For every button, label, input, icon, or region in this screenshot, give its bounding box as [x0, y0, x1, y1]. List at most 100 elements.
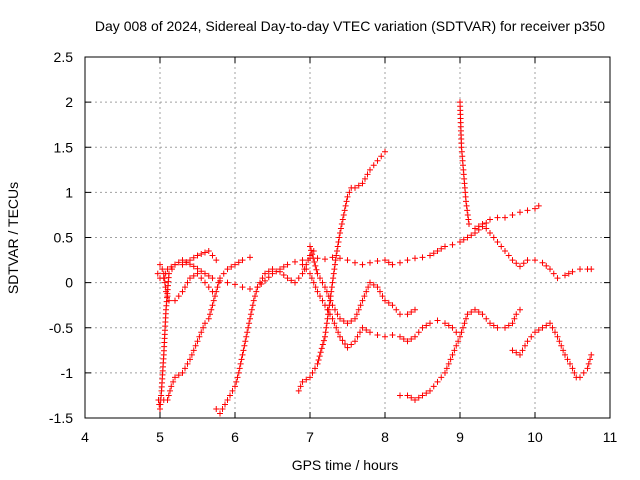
data-point [236, 365, 243, 372]
data-point [224, 396, 231, 403]
data-point [430, 383, 437, 390]
data-point [344, 257, 351, 264]
data-point [336, 234, 343, 241]
data-point [427, 387, 433, 394]
data-point [502, 324, 508, 331]
data-point [404, 311, 411, 318]
data-point [509, 211, 516, 218]
data-point [248, 306, 255, 313]
data-point [190, 272, 197, 279]
data-point [319, 341, 326, 348]
data-point [427, 252, 433, 259]
data-point [310, 255, 317, 262]
data-point [382, 297, 388, 304]
data-point [511, 315, 518, 322]
data-point [166, 270, 172, 277]
data-point [333, 252, 340, 259]
data-point [258, 280, 265, 287]
data-point [334, 311, 341, 318]
data-point [314, 360, 321, 367]
data-point [445, 322, 452, 329]
series-arc-2 [155, 248, 220, 412]
data-point [168, 383, 175, 390]
data-point [254, 284, 261, 291]
data-point [312, 284, 319, 291]
data-point [249, 302, 256, 309]
data-point [284, 275, 291, 282]
data-point [389, 302, 396, 309]
data-point [344, 320, 351, 327]
data-point [209, 302, 216, 309]
data-point [468, 232, 475, 239]
data-point [324, 306, 331, 313]
x-tick-label: 8 [381, 429, 389, 445]
data-point [307, 270, 313, 277]
data-point [445, 360, 452, 367]
data-point [569, 365, 576, 372]
data-point [205, 272, 212, 279]
data-point [342, 340, 348, 347]
data-point [322, 284, 328, 291]
data-point [564, 356, 571, 363]
data-point [329, 279, 336, 286]
data-point [505, 322, 512, 329]
data-point [560, 347, 567, 354]
data-point [419, 254, 426, 261]
data-point [434, 317, 441, 324]
series-arc-6 [295, 148, 388, 394]
data-point [209, 275, 216, 282]
data-point [228, 263, 235, 270]
data-point [331, 266, 338, 273]
data-point [423, 322, 430, 329]
series-arc-7 [299, 261, 460, 351]
x-tick-label: 10 [527, 429, 543, 445]
data-point [367, 279, 373, 286]
data-point [322, 256, 328, 263]
data-point [235, 369, 242, 376]
data-point [179, 288, 186, 295]
data-point [342, 202, 349, 209]
data-point [202, 270, 208, 277]
data-point [359, 180, 366, 187]
y-axis-label: SDTVAR / TECUs [5, 182, 21, 294]
data-point [430, 250, 437, 257]
data-point [315, 356, 322, 363]
data-point [322, 329, 329, 336]
data-point [505, 252, 512, 259]
data-point [194, 252, 201, 259]
data-point [442, 320, 448, 327]
data-point [547, 266, 553, 273]
data-point [239, 284, 246, 291]
data-point [205, 284, 212, 291]
data-point [577, 266, 583, 273]
data-point [517, 306, 523, 313]
series-arc-3 [157, 261, 216, 304]
data-point [241, 342, 248, 349]
data-point [509, 257, 516, 264]
data-point [397, 392, 403, 399]
data-point [378, 153, 385, 160]
data-point [212, 293, 218, 300]
data-point [334, 243, 341, 250]
x-axis-label: GPS time / hours [292, 457, 399, 473]
data-point [210, 297, 217, 304]
data-point [312, 365, 318, 372]
data-point [182, 365, 188, 372]
data-point [352, 338, 358, 345]
data-point [213, 288, 220, 295]
data-point [423, 390, 430, 397]
data-point [161, 279, 168, 286]
data-point [238, 356, 245, 363]
data-point [466, 220, 472, 227]
data-point [389, 261, 396, 268]
data-point [363, 288, 370, 295]
data-point [457, 333, 463, 340]
data-point [438, 374, 445, 381]
data-point [229, 387, 236, 394]
series-arc-4 [160, 254, 253, 403]
data-point [319, 279, 326, 286]
data-point [393, 306, 400, 313]
data-point [192, 342, 199, 349]
data-point [309, 369, 316, 376]
data-point [234, 374, 241, 381]
